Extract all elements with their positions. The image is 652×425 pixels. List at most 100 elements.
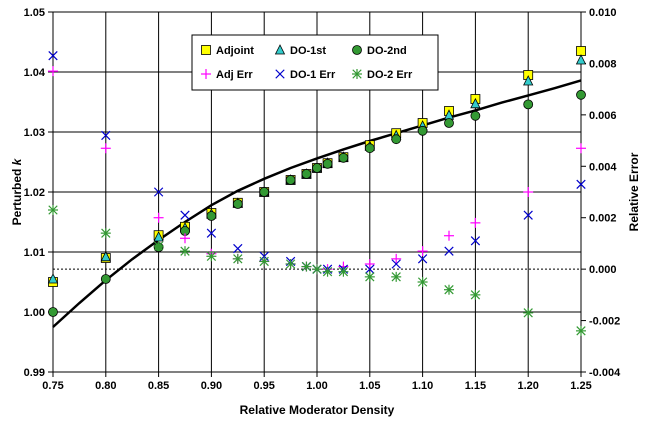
do-2nd-point <box>391 134 402 145</box>
do-1-err-point <box>576 179 586 189</box>
do-2-err-point <box>364 271 375 282</box>
legend-label-adj-err: Adj Err <box>216 69 253 81</box>
do-2nd-point <box>322 158 333 169</box>
do-2-err-point <box>444 284 454 295</box>
do-1-err-point <box>391 259 401 269</box>
x-tick-label: 1.00 <box>306 380 327 392</box>
do-1-err-point <box>365 264 375 274</box>
do-2nd-point <box>312 163 322 173</box>
do-2-err-point <box>259 256 270 267</box>
legend-label-do-1st: DO-1st <box>290 45 326 57</box>
right-y-tick-label: -0.002 <box>589 316 620 328</box>
adj-err-point <box>417 246 428 257</box>
do-2-err-point <box>232 253 243 264</box>
do-1-err-point <box>153 187 164 197</box>
do-2-err-point <box>576 325 586 336</box>
legend-marker-adjoint <box>201 45 211 55</box>
adj-err-point <box>470 217 481 228</box>
do-2-err-point <box>285 259 296 269</box>
right-y-tick-label: 0.006 <box>589 110 617 122</box>
do-1st-point <box>47 273 59 284</box>
do-2nd-point <box>417 125 428 136</box>
left-y-tick-label: 1.00 <box>24 307 45 319</box>
adj-err-point <box>523 187 534 197</box>
do-2nd-point <box>364 143 375 154</box>
adj-err-point <box>100 143 111 154</box>
x-tick-label: 1.10 <box>412 380 433 392</box>
legend-marker-do-2-err <box>352 69 362 79</box>
left-y-tick-label: 1.02 <box>24 187 45 199</box>
legend-marker-do-1-err <box>275 69 285 79</box>
adj-err-point <box>576 143 586 154</box>
do-2nd-point <box>444 118 454 128</box>
do-1-err-point <box>417 254 428 264</box>
left-y-axis-ticks: 0.99 1.00 1.01 1.02 1.03 1.04 1.05 <box>24 7 53 379</box>
do-2-err-point <box>417 277 428 287</box>
x-tick-label: 1.05 <box>359 380 380 392</box>
do-2nd-point <box>259 187 270 197</box>
right-y-axis-title: Relative Error <box>627 152 641 231</box>
right-y-tick-label: 0.000 <box>589 264 617 276</box>
adj-err-point <box>180 233 190 244</box>
legend-box <box>191 34 439 91</box>
legend-marker-do-2nd <box>352 45 362 55</box>
x-tick-label: 0.90 <box>201 380 222 392</box>
right-y-tick-label: 0.002 <box>589 213 617 225</box>
adj-err-point <box>153 212 164 223</box>
x-tick-label: 0.80 <box>95 380 116 392</box>
x-axis-ticks: 0.75 0.80 0.85 0.90 0.95 1.00 1.05 1.10 1.15 1.20… <box>42 372 592 392</box>
do-2nd-point <box>523 99 534 110</box>
left-y-tick-label: 1.05 <box>24 7 45 19</box>
adj-err-point <box>48 66 58 77</box>
do-2-err-point <box>391 271 402 282</box>
do-2-err-point <box>312 264 322 275</box>
x-tick-label: 1.15 <box>465 380 486 392</box>
do-1st-point <box>470 97 481 109</box>
legend-label-do-2-err: DO-2 Err <box>367 69 413 81</box>
do-1-err-point <box>180 210 190 220</box>
right-y-axis-ticks: -0.004 -0.002 0.000 0.002 0.004 0.006 0.008 0.0… <box>581 7 621 379</box>
x-tick-label: 0.95 <box>253 380 274 392</box>
legend-marker-adj-err <box>201 69 211 79</box>
do-2-err-point <box>523 307 534 318</box>
do-2nd-point <box>470 110 481 121</box>
adj-err-point <box>391 253 402 264</box>
legend-label-do-1-err: DO-1 Err <box>290 69 336 81</box>
do-1-err-point <box>206 228 217 238</box>
do-1-err-point <box>101 130 111 141</box>
do-2-err-point <box>153 241 164 251</box>
do-1st-point <box>523 75 534 86</box>
right-y-tick-label: -0.004 <box>589 367 621 379</box>
do-1-err-point <box>470 236 481 246</box>
do-1-err-point <box>523 210 533 220</box>
x-tick-label: 0.85 <box>148 380 169 392</box>
do-2nd-point <box>100 274 111 284</box>
data-points <box>47 46 587 336</box>
left-y-axis-title: Perturbed k <box>10 157 24 225</box>
x-axis-title: Relative Moderator Density <box>240 403 395 417</box>
do-2nd-point <box>206 211 217 221</box>
do-1-err-point <box>233 243 243 254</box>
left-y-tick-label: 1.01 <box>24 247 45 259</box>
do-2nd-point <box>232 199 243 209</box>
adj-err-point <box>364 259 375 269</box>
do-1-err-point <box>48 51 58 61</box>
legend-label-adjoint: Adjoint <box>216 45 254 57</box>
x-tick-label: 0.75 <box>42 380 63 392</box>
do-1st-point <box>100 250 111 262</box>
reference-curve <box>52 79 582 328</box>
legend-marker-do-1st <box>274 44 286 55</box>
do-2-err-point <box>322 266 333 277</box>
left-y-tick-label: 1.03 <box>24 127 45 139</box>
left-y-tick-label: 1.04 <box>24 67 46 79</box>
do-1-err-point <box>444 246 454 256</box>
do-1st-point <box>575 54 587 65</box>
legend-label-do-2nd: DO-2nd <box>367 45 407 57</box>
do-2nd-point <box>576 89 586 100</box>
do-2-err-point <box>470 289 481 300</box>
do-2-err-point <box>100 228 111 239</box>
do-2-err-point <box>301 261 312 272</box>
do-2nd-point <box>48 307 58 317</box>
do-2-err-point <box>48 205 58 215</box>
